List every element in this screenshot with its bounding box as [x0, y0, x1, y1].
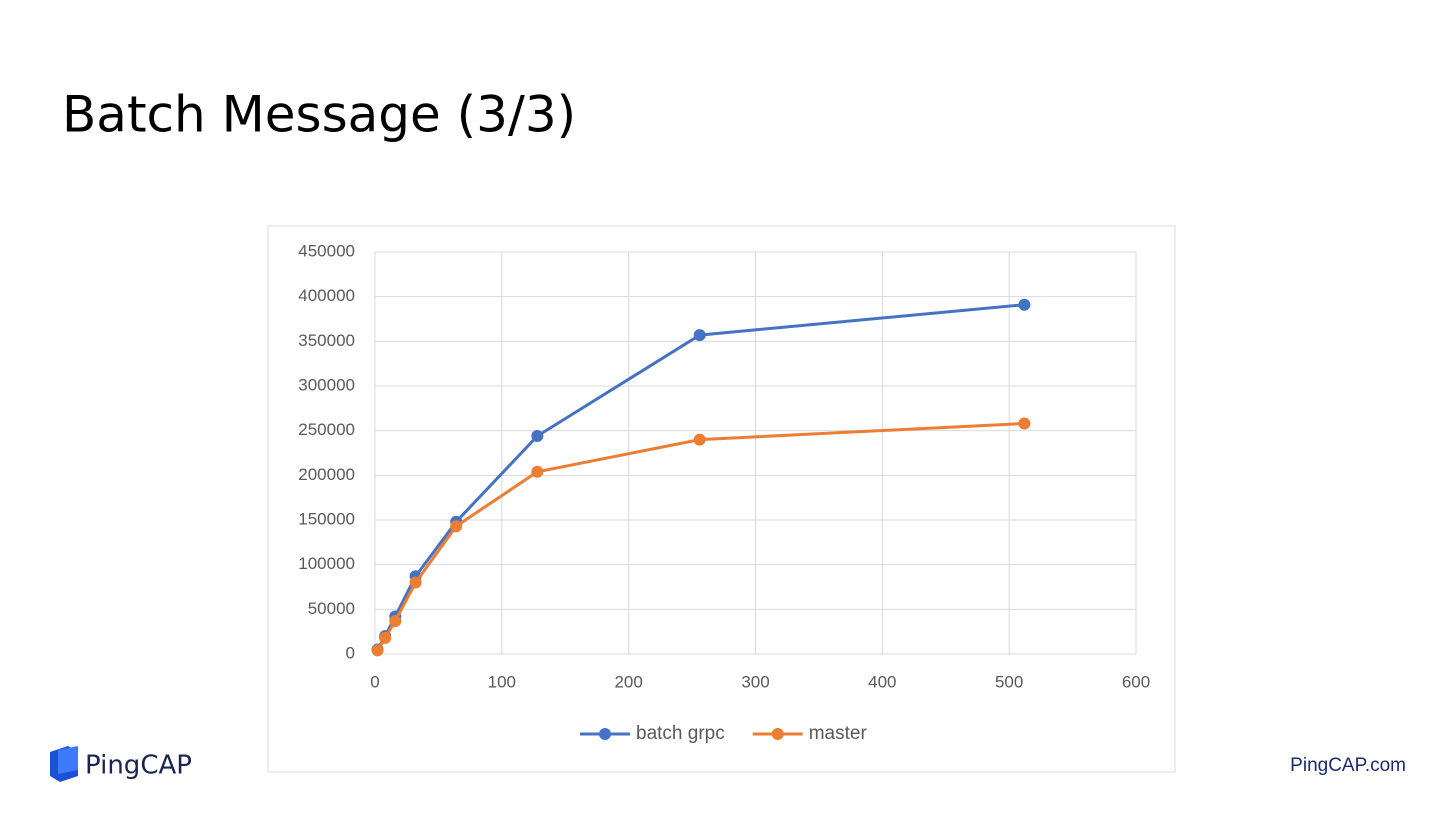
- data-point: [389, 614, 402, 627]
- data-point: [531, 465, 544, 478]
- y-tick-label: 300000: [298, 375, 355, 394]
- y-tick-label: 450000: [298, 241, 355, 260]
- footer-url: PingCAP.com: [1290, 755, 1406, 776]
- data-point: [693, 433, 706, 446]
- x-tick-label: 600: [1122, 672, 1150, 691]
- data-point: [379, 631, 392, 644]
- data-point: [371, 644, 384, 657]
- x-tick-label: 300: [741, 672, 769, 691]
- x-tick-label: 100: [488, 672, 516, 691]
- y-tick-label: 200000: [298, 465, 355, 484]
- y-tick-label: 400000: [298, 286, 355, 305]
- y-tick-label: 350000: [298, 331, 355, 350]
- data-point: [1018, 417, 1031, 430]
- data-point: [1018, 298, 1031, 311]
- x-tick-label: 200: [614, 672, 642, 691]
- slide-title: Batch Message (3/3): [62, 86, 576, 144]
- logo-icon: [50, 746, 78, 782]
- y-tick-label: 0: [346, 643, 355, 662]
- legend-label: batch grpc: [636, 723, 725, 744]
- x-tick-label: 0: [370, 672, 379, 691]
- legend-marker: [599, 728, 611, 740]
- data-point: [450, 520, 463, 533]
- data-point: [409, 576, 422, 589]
- legend-label: master: [809, 723, 868, 744]
- y-tick-label: 250000: [298, 420, 355, 439]
- logo-text: PingCAP: [85, 751, 192, 781]
- x-tick-label: 500: [995, 672, 1023, 691]
- chart-area: [267, 225, 1176, 773]
- y-tick-label: 50000: [308, 599, 355, 618]
- x-tick-label: 400: [868, 672, 896, 691]
- y-tick-label: 150000: [298, 509, 355, 528]
- data-point: [693, 329, 706, 342]
- data-point: [531, 430, 544, 443]
- y-tick-label: 100000: [298, 554, 355, 573]
- legend-marker: [771, 728, 784, 740]
